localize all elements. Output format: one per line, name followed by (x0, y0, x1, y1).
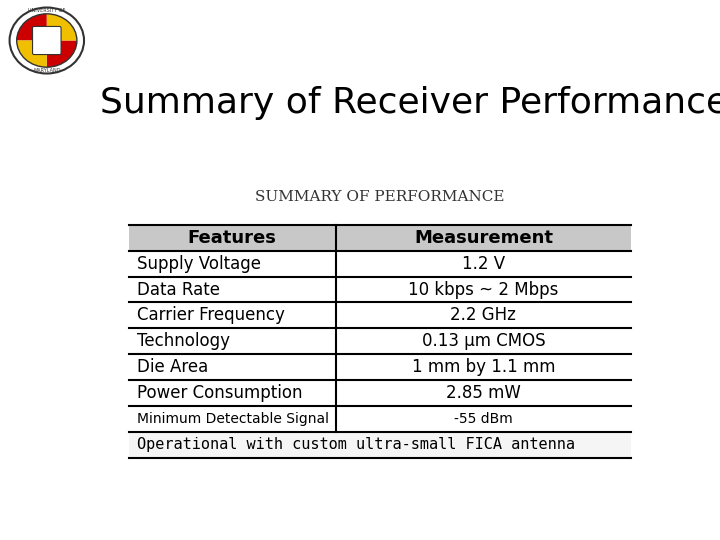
Text: Summary of Receiver Performance: Summary of Receiver Performance (99, 85, 720, 119)
Bar (129, 354, 631, 380)
Text: Operational with custom ultra-small FICA antenna: Operational with custom ultra-small FICA… (138, 437, 575, 453)
Wedge shape (17, 14, 47, 40)
Text: Carrier Frequency: Carrier Frequency (138, 306, 285, 325)
Bar (129, 251, 631, 276)
FancyBboxPatch shape (32, 26, 61, 55)
Text: MARYLAND: MARYLAND (33, 68, 60, 73)
Text: Technology: Technology (138, 332, 230, 350)
Wedge shape (17, 40, 47, 67)
Text: SUMMARY OF PERFORMANCE: SUMMARY OF PERFORMANCE (256, 190, 505, 204)
Text: 2.85 mW: 2.85 mW (446, 384, 521, 402)
Text: Minimum Detectable Signal: Minimum Detectable Signal (138, 412, 330, 426)
Text: Features: Features (188, 229, 276, 247)
Text: 1 mm by 1.1 mm: 1 mm by 1.1 mm (412, 358, 555, 376)
Text: -55 dBm: -55 dBm (454, 412, 513, 426)
Text: 10 kbps ~ 2 Mbps: 10 kbps ~ 2 Mbps (408, 281, 559, 299)
Text: Measurement: Measurement (414, 229, 553, 247)
Text: 1.2 V: 1.2 V (462, 255, 505, 273)
Wedge shape (47, 40, 77, 67)
Text: 0.13 μm CMOS: 0.13 μm CMOS (422, 332, 545, 350)
Bar (129, 328, 631, 354)
Wedge shape (47, 14, 77, 40)
Text: Power Consumption: Power Consumption (138, 384, 303, 402)
Bar (129, 406, 631, 432)
Text: 2.2 GHz: 2.2 GHz (451, 306, 516, 325)
Text: Data Rate: Data Rate (138, 281, 220, 299)
Text: Supply Voltage: Supply Voltage (138, 255, 261, 273)
Bar (129, 302, 631, 328)
Bar (129, 225, 631, 251)
Text: UNIVERSITY OF: UNIVERSITY OF (28, 8, 66, 13)
Bar (129, 380, 631, 406)
Bar (129, 276, 631, 302)
Bar (129, 432, 631, 458)
Text: Die Area: Die Area (138, 358, 209, 376)
